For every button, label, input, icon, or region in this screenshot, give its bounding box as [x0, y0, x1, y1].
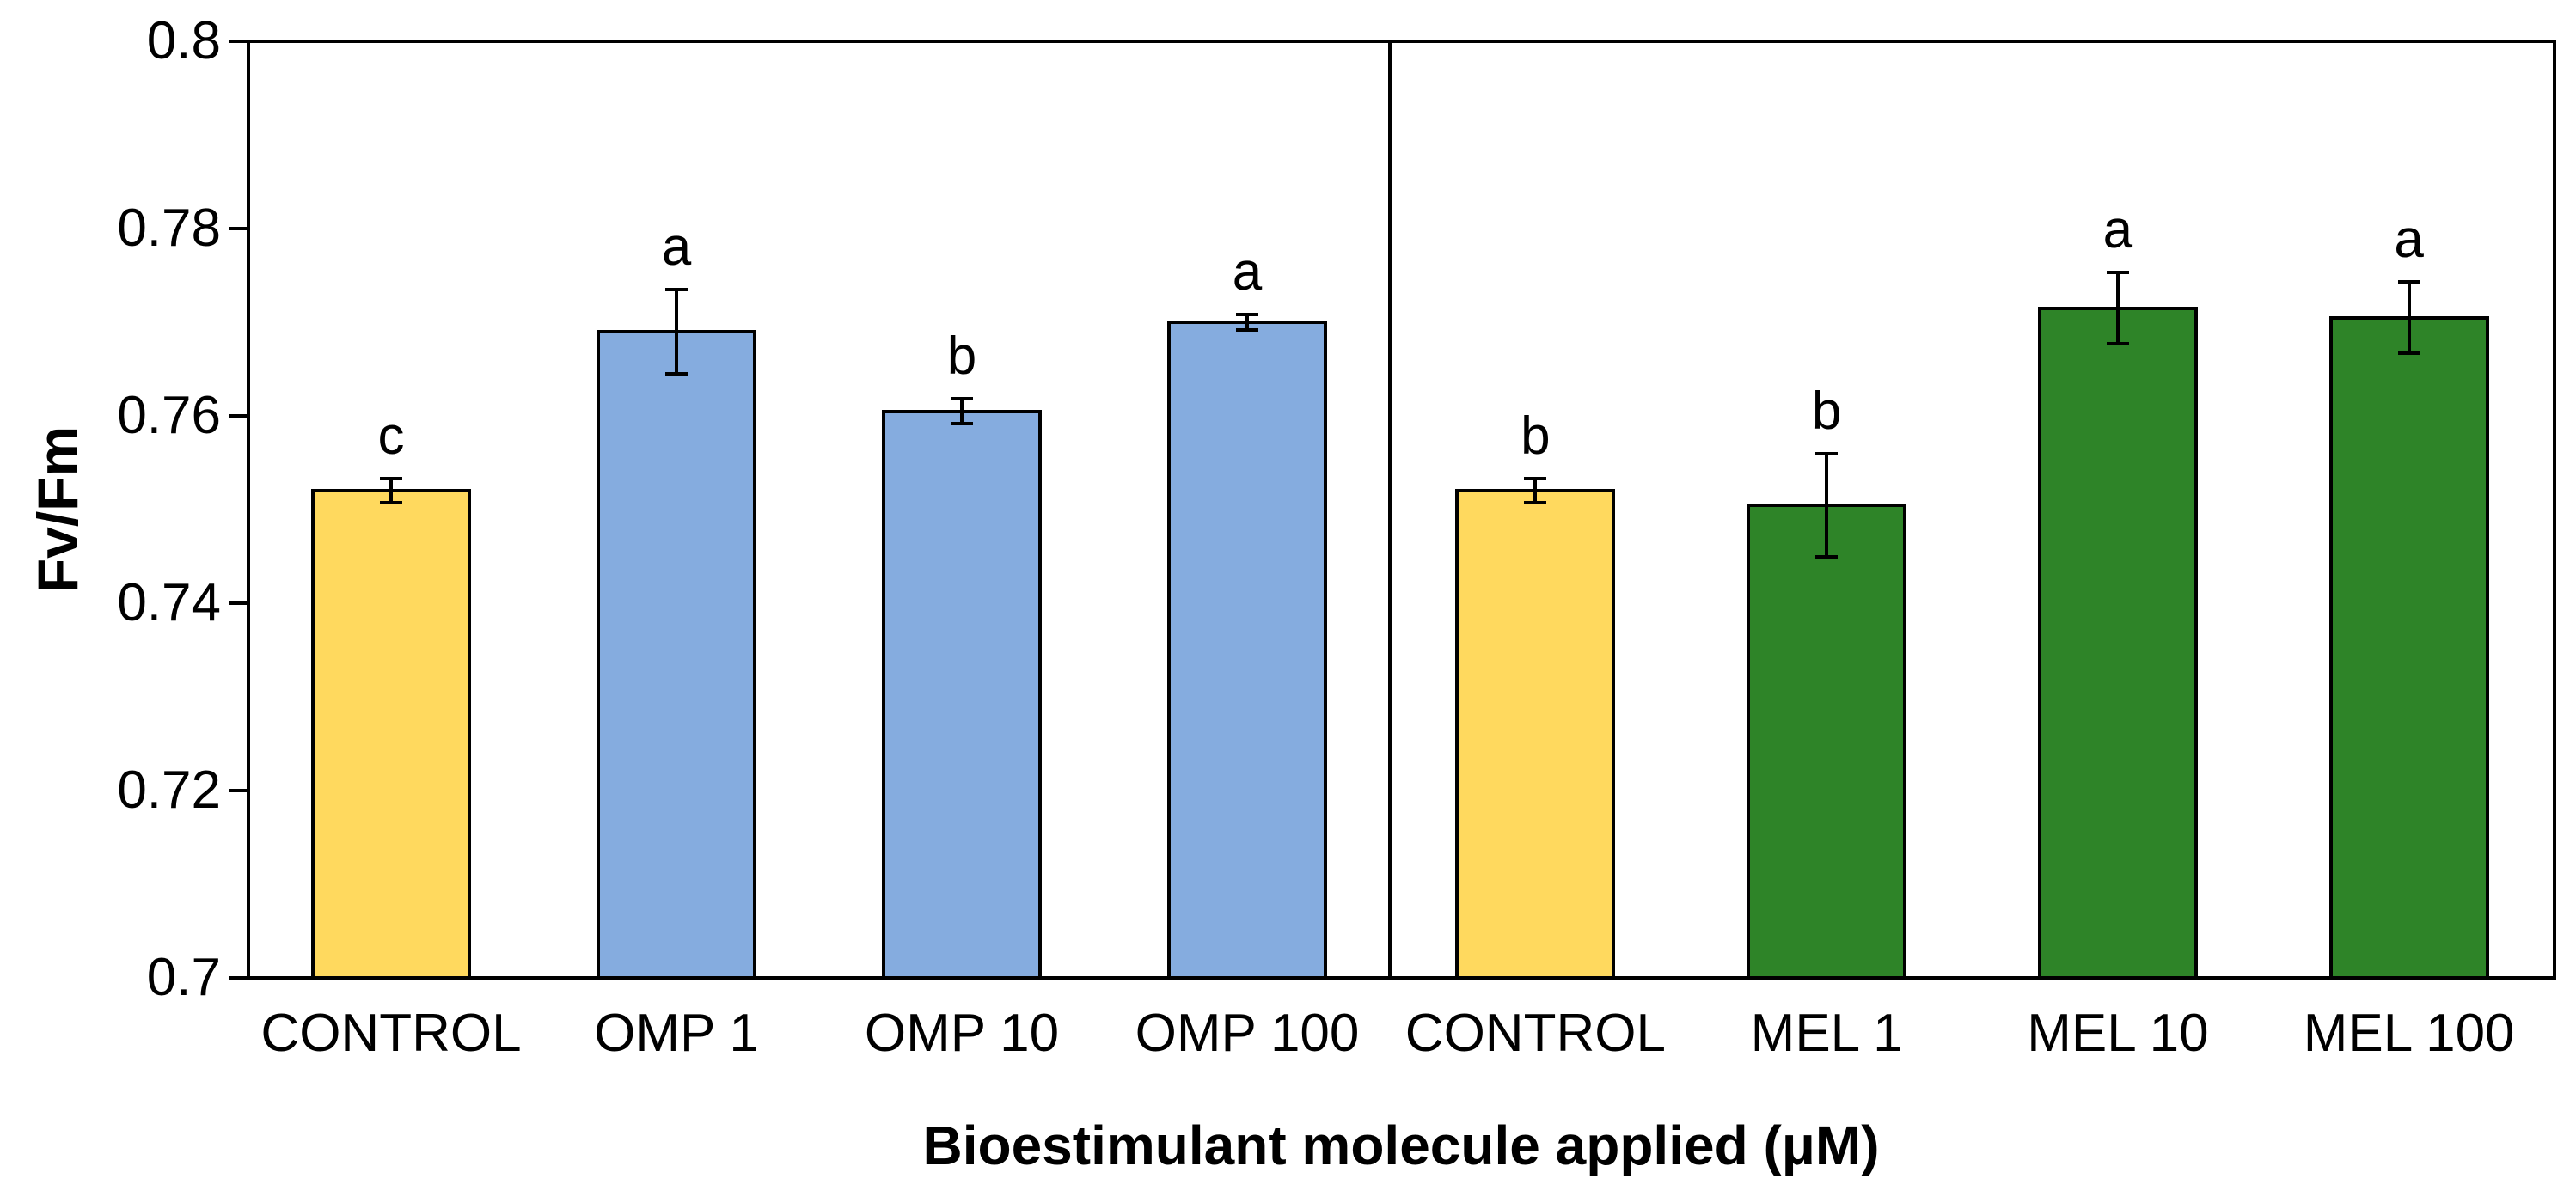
y-tick-0.7 [229, 976, 247, 980]
error-cap-top-2-omp-10 [951, 397, 973, 401]
bar-3-omp-100 [1167, 321, 1327, 980]
y-tick-0.74 [229, 602, 247, 605]
sig-letter-4-control: b [1521, 406, 1551, 467]
error-cap-top-0-control [380, 477, 402, 481]
error-bar-1-omp-1 [675, 289, 678, 374]
bar-2-omp-10 [882, 409, 1042, 980]
error-bar-6-mel-10 [2115, 272, 2120, 345]
error-cap-bottom-7-mel-100 [2397, 351, 2420, 355]
sig-letter-7-mel-100: a [2394, 210, 2424, 270]
y-axis-title: Fv/Fm [26, 425, 89, 594]
error-bar-4-control [1533, 479, 1538, 504]
error-cap-bottom-4-control [1524, 501, 1547, 505]
error-cap-top-5-mel-1 [1815, 451, 1839, 455]
y-tick-label-0.72: 0.72 [117, 760, 221, 820]
y-tick-0.72 [229, 789, 247, 792]
y-tick-label-0.76: 0.76 [117, 386, 221, 445]
panel-divider-line [1388, 40, 1392, 980]
x-label-5-mel-1: MEL 1 [1750, 1004, 1903, 1063]
error-cap-bottom-5-mel-1 [1815, 554, 1839, 559]
sig-letter-2-omp-10: b [946, 327, 977, 387]
error-cap-bottom-1-omp-1 [665, 371, 688, 376]
x-label-0-control: CONTROL [260, 1004, 522, 1063]
bar-6-mel-10 [2037, 306, 2198, 980]
error-cap-bottom-0-control [380, 501, 402, 505]
sig-letter-3-omp-100: a [1232, 242, 1263, 302]
bar-0-control [311, 489, 471, 980]
y-tick-0.76 [229, 414, 247, 418]
x-label-2-omp-10: OMP 10 [864, 1004, 1060, 1063]
x-label-3-omp-100: OMP 100 [1135, 1004, 1360, 1063]
error-bar-0-control [389, 479, 393, 504]
bar-7-mel-100 [2328, 315, 2489, 980]
error-cap-top-6-mel-10 [2106, 271, 2129, 275]
x-label-4-control: CONTROL [1404, 1004, 1666, 1063]
x-axis-title: Bioestimulant molecule applied (μM) [922, 1114, 1880, 1176]
error-cap-bottom-3-omp-100 [1236, 327, 1258, 332]
y-tick-0.78 [229, 227, 247, 230]
sig-letter-5-mel-1: b [1811, 381, 1842, 441]
error-cap-top-3-omp-100 [1236, 313, 1258, 317]
error-cap-top-7-mel-100 [2397, 280, 2420, 284]
plot-area [247, 40, 2556, 980]
error-bar-2-omp-10 [960, 399, 964, 424]
error-bar-3-omp-100 [1245, 314, 1249, 330]
error-bar-5-mel-1 [1825, 453, 1829, 557]
sig-letter-0-control: c [377, 406, 405, 467]
error-cap-bottom-2-omp-10 [951, 421, 973, 425]
sig-letter-6-mel-10: a [2102, 200, 2133, 260]
bar-4-control [1455, 489, 1616, 980]
error-cap-top-1-omp-1 [665, 287, 688, 291]
y-tick-label-0.7: 0.7 [146, 948, 221, 1007]
bar-5-mel-1 [1747, 503, 1907, 980]
bar-1-omp-1 [597, 329, 756, 980]
sig-letter-1-omp-1: a [661, 217, 692, 277]
y-tick-label-0.8: 0.8 [146, 11, 221, 70]
x-label-7-mel-100: MEL 100 [2303, 1004, 2515, 1063]
x-label-1-omp-1: OMP 1 [594, 1004, 759, 1063]
error-bar-7-mel-100 [2407, 282, 2411, 353]
x-label-6-mel-10: MEL 10 [2027, 1004, 2209, 1063]
y-tick-label-0.78: 0.78 [117, 198, 221, 258]
y-tick-0.8 [229, 40, 247, 43]
error-cap-top-4-control [1524, 477, 1547, 481]
y-tick-label-0.74: 0.74 [117, 573, 221, 632]
error-cap-bottom-6-mel-10 [2106, 342, 2129, 346]
